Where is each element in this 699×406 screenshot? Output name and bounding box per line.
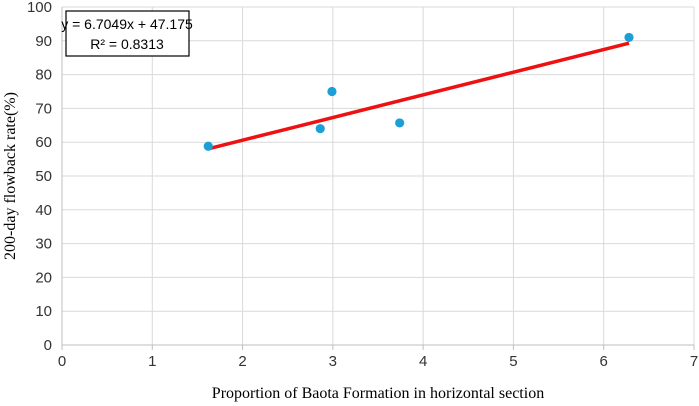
- trendline: [207, 41, 630, 151]
- data-point: [327, 86, 337, 97]
- data-point: [203, 141, 213, 151]
- x-tick-label: 4: [419, 353, 427, 370]
- x-tick-label: 1: [148, 353, 156, 370]
- y-tick-label: 40: [35, 202, 52, 219]
- x-axis-title: Proportion of Baota Formation in horizon…: [212, 385, 544, 402]
- equation-box: y = 6.7049x + 47.175 R² = 0.8313: [61, 10, 193, 57]
- y-axis-title: 200-day flowback rate(%): [2, 92, 19, 260]
- r-squared: R² = 0.8313: [90, 36, 164, 52]
- axes: [61, 7, 695, 350]
- x-tick-label: 6: [600, 353, 608, 370]
- y-tick-label: 30: [35, 236, 52, 253]
- y-tick-label: 90: [35, 33, 52, 50]
- y-tick-label: 0: [44, 337, 52, 354]
- data-point: [624, 32, 634, 43]
- x-tick-label: 5: [509, 353, 517, 370]
- trendline-equation: y = 6.7049x + 47.175: [61, 16, 193, 32]
- y-tick-label: 70: [35, 100, 52, 117]
- y-tick-label: 20: [35, 269, 52, 286]
- x-tick-label: 7: [690, 353, 698, 370]
- data-point: [395, 118, 405, 128]
- data-point: [315, 124, 325, 134]
- y-tick-label: 10: [35, 303, 52, 320]
- y-tick-label: 80: [35, 67, 52, 84]
- x-tick-label: 0: [58, 353, 66, 370]
- y-tick-labels: 0 10 20 30 40 50 60 70 80 90 100: [27, 0, 52, 354]
- trendline-group: [207, 41, 630, 151]
- data-points: [203, 32, 634, 151]
- equation-box-border: [65, 10, 190, 57]
- x-tick-label: 3: [329, 353, 337, 370]
- y-tick-label: 50: [35, 168, 52, 185]
- grid: [62, 6, 695, 345]
- x-tick-label: 2: [238, 353, 246, 370]
- y-tick-label: 60: [35, 134, 52, 151]
- x-tick-labels: 0 1 2 3 4 5 6 7: [58, 353, 698, 370]
- y-tick-label: 100: [27, 0, 52, 16]
